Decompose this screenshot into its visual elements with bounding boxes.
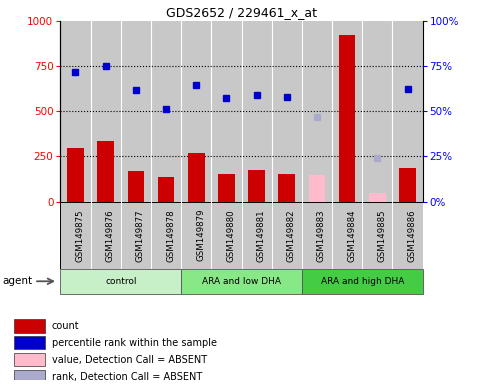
Bar (121, 21, 151, 202)
Text: GSM149886: GSM149886 (408, 209, 416, 262)
Text: GSM149881: GSM149881 (256, 209, 266, 262)
Text: GSM149876: GSM149876 (106, 209, 114, 262)
Bar (91, 21, 121, 202)
Bar (271, 21, 302, 202)
Bar (128, 171, 144, 202)
Bar (302, 21, 332, 202)
Bar (14, 336, 45, 349)
Bar (242, 21, 271, 202)
Bar (60, 269, 181, 294)
Bar (188, 153, 204, 202)
Text: percentile rank within the sample: percentile rank within the sample (52, 338, 217, 348)
Text: GSM149877: GSM149877 (136, 209, 145, 262)
Bar (67, 148, 84, 202)
Bar (14, 319, 45, 333)
Text: value, Detection Call = ABSENT: value, Detection Call = ABSENT (52, 355, 207, 365)
Text: ARA and high DHA: ARA and high DHA (321, 277, 404, 286)
Text: ARA and low DHA: ARA and low DHA (202, 277, 281, 286)
Text: GSM149880: GSM149880 (227, 209, 235, 262)
Text: GSM149883: GSM149883 (317, 209, 326, 262)
Text: GSM149882: GSM149882 (287, 209, 296, 262)
Bar (248, 170, 265, 202)
Text: GSM149878: GSM149878 (166, 209, 175, 262)
Text: count: count (52, 321, 80, 331)
Bar (151, 21, 181, 202)
Text: GSM149879: GSM149879 (196, 209, 205, 262)
Text: GSM149884: GSM149884 (347, 209, 356, 262)
Bar (309, 175, 325, 202)
Bar (369, 193, 385, 202)
Bar (98, 141, 114, 202)
Bar (181, 21, 212, 202)
Text: agent: agent (2, 276, 32, 286)
Bar (14, 369, 45, 383)
Bar (181, 269, 302, 294)
Text: rank, Detection Call = ABSENT: rank, Detection Call = ABSENT (52, 372, 202, 382)
Bar (302, 269, 423, 294)
Bar (212, 21, 242, 202)
Bar (14, 353, 45, 366)
Bar (158, 177, 174, 202)
Bar (362, 21, 393, 202)
Text: GDS2652 / 229461_x_at: GDS2652 / 229461_x_at (166, 6, 317, 19)
Text: GSM149875: GSM149875 (75, 209, 85, 262)
Bar (218, 174, 235, 202)
Text: GSM149885: GSM149885 (377, 209, 386, 262)
Bar (60, 21, 91, 202)
Bar (399, 168, 416, 202)
Text: control: control (105, 277, 137, 286)
Bar (279, 174, 295, 202)
Bar (393, 21, 423, 202)
Bar (339, 35, 355, 202)
Bar (332, 21, 362, 202)
